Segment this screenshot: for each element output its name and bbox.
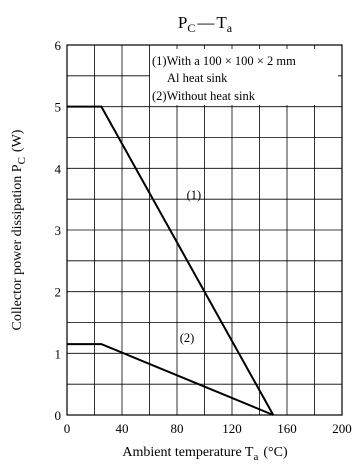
x-tick-label: 40 xyxy=(116,421,129,436)
plot-frame xyxy=(66,44,343,416)
legend-background xyxy=(150,49,338,105)
x-tick-label: 160 xyxy=(277,421,297,436)
y-tick-label: 1 xyxy=(55,346,62,361)
y-tick-label: 3 xyxy=(55,223,62,238)
curves: (1) (2) xyxy=(67,105,275,416)
y-tick-label: 5 xyxy=(55,100,62,115)
series-line-2 xyxy=(67,343,274,416)
tick-labels: 0 40 80 120 160 200 0 1 2 3 4 5 6 xyxy=(55,38,352,436)
x-tick-label: 0 xyxy=(64,421,71,436)
x-tick-label: 120 xyxy=(222,421,242,436)
y-axis-label: Collector power dissipation PC (W) xyxy=(10,129,28,330)
y-axis-label-sub: C xyxy=(16,157,28,164)
series-line-1 xyxy=(67,105,275,416)
title-main-2: T xyxy=(216,13,227,32)
x-axis-label-unit: (°C) xyxy=(263,445,288,460)
legend-line-2: Al heat sink xyxy=(167,71,228,85)
series-label-1: (1) xyxy=(187,188,202,202)
title-main-1: P xyxy=(178,13,187,32)
legend: (1)With a 100 × 100 × 2 mm Al heat sink … xyxy=(152,54,296,103)
x-tick-label: 200 xyxy=(332,421,352,436)
legend-line-3: (2)Without heat sink xyxy=(152,89,256,103)
y-axis-label-text: Collector power dissipation P xyxy=(10,164,25,330)
y-tick-label: 0 xyxy=(55,408,62,423)
title-sub-1: C xyxy=(187,21,195,35)
y-tick-label: 6 xyxy=(55,38,62,53)
y-axis-label-unit: (W) xyxy=(10,129,25,152)
x-axis-label-text: Ambient temperature T xyxy=(122,445,254,460)
x-tick-label: 80 xyxy=(171,421,184,436)
x-axis-label-sub: a xyxy=(253,451,258,463)
title-sub-2: a xyxy=(227,21,233,35)
y-tick-label: 2 xyxy=(55,285,62,300)
legend-line-1: (1)With a 100 × 100 × 2 mm xyxy=(152,54,296,68)
x-axis-label: Ambient temperature Ta (°C) xyxy=(122,445,288,463)
chart-title: PC — Ta xyxy=(178,13,233,35)
title-dash: — xyxy=(196,13,215,32)
series-label-2: (2) xyxy=(180,331,195,345)
y-tick-label: 4 xyxy=(55,161,62,176)
